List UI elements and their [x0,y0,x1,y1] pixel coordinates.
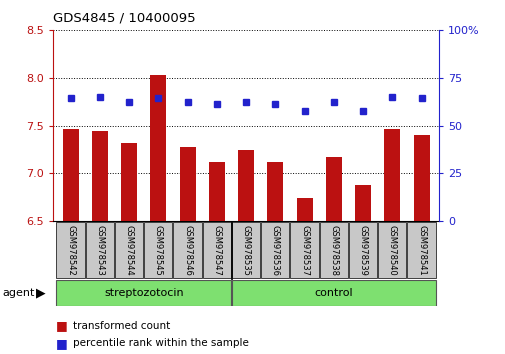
Text: GSM978543: GSM978543 [95,225,104,276]
Text: transformed count: transformed count [73,321,170,331]
Text: percentile rank within the sample: percentile rank within the sample [73,338,249,348]
FancyBboxPatch shape [348,222,376,279]
Bar [63,129,79,221]
Text: GSM978546: GSM978546 [183,225,192,276]
Text: streptozotocin: streptozotocin [104,288,183,298]
FancyBboxPatch shape [407,222,435,279]
FancyBboxPatch shape [319,222,347,279]
Text: ▶: ▶ [36,286,46,299]
Bar [413,135,429,221]
Text: GSM978545: GSM978545 [154,225,163,276]
Text: GDS4845 / 10400095: GDS4845 / 10400095 [53,12,195,25]
FancyBboxPatch shape [144,222,172,279]
Text: GSM978540: GSM978540 [387,225,396,276]
Text: GSM978542: GSM978542 [66,225,75,276]
Bar [325,157,341,221]
Bar [209,162,225,221]
Bar [384,129,399,221]
Bar [121,143,137,221]
Text: GSM978547: GSM978547 [212,225,221,276]
Text: GSM978535: GSM978535 [241,225,250,276]
FancyBboxPatch shape [231,280,435,306]
FancyBboxPatch shape [377,222,406,279]
FancyBboxPatch shape [261,222,289,279]
FancyBboxPatch shape [231,222,260,279]
FancyBboxPatch shape [85,222,114,279]
Bar [355,185,371,221]
Text: agent: agent [3,288,35,298]
FancyBboxPatch shape [202,222,230,279]
Bar [150,75,166,221]
Text: control: control [314,288,352,298]
Text: GSM978538: GSM978538 [329,225,338,276]
Text: ■: ■ [56,337,67,350]
Bar [238,149,254,221]
Text: GSM978544: GSM978544 [124,225,133,276]
FancyBboxPatch shape [173,222,201,279]
FancyBboxPatch shape [56,280,231,306]
Text: GSM978536: GSM978536 [270,225,279,276]
FancyBboxPatch shape [115,222,143,279]
Bar [179,147,195,221]
Bar [267,162,283,221]
Text: GSM978539: GSM978539 [358,225,367,276]
Text: GSM978541: GSM978541 [416,225,425,276]
Text: GSM978537: GSM978537 [299,225,309,276]
FancyBboxPatch shape [56,222,84,279]
Bar [296,198,312,221]
Text: ■: ■ [56,319,67,332]
FancyBboxPatch shape [290,222,318,279]
Bar [92,131,108,221]
